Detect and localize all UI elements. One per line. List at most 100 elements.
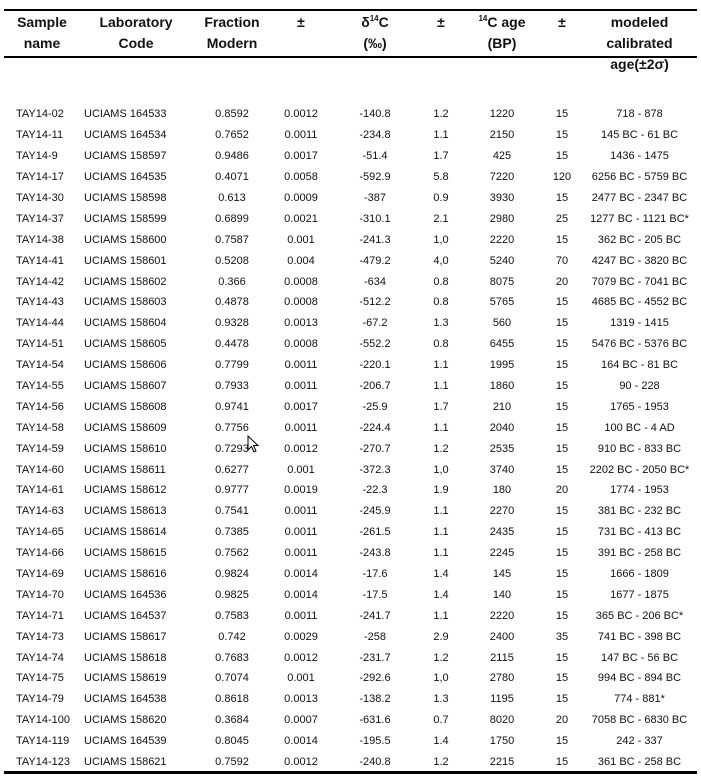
cell-fm-error: 0.0012	[284, 756, 318, 769]
cell-delta-error: 2.9	[433, 630, 449, 643]
table-row: TAY14-17 UCIAMS 164535 0.4071 0.0058 -592.9 5…	[0, 167, 701, 188]
cell-age-error: 15	[555, 756, 569, 769]
cell-fm-error: 0.0012	[284, 108, 318, 121]
table-row: TAY14-9 UCIAMS 158597 0.9486 0.0017 -51.4 1.7…	[0, 146, 701, 167]
cell-c14-age: 7220	[489, 171, 515, 184]
cell-delta14c: -387	[363, 192, 387, 204]
cell-lab-code: UCIAMS 158614	[84, 526, 167, 539]
table-row: TAY14-63 UCIAMS 158613 0.7541 0.0011 -245.9 1…	[0, 501, 701, 522]
cell-delta14c: -17.5	[362, 588, 388, 601]
cell-delta-error: 2.1	[433, 212, 449, 225]
cell-fraction-modern: 0.6899	[215, 212, 249, 225]
cell-delta-error: 0.8	[433, 338, 449, 351]
cell-lab-code: UCIAMS 164533	[84, 108, 167, 121]
cell-lab-code: UCIAMS 164535	[84, 171, 167, 184]
cell-delta14c: -243.8	[359, 547, 391, 560]
cell-c14-age: 1860	[489, 380, 515, 393]
cell-delta-error: 0.7	[433, 714, 449, 727]
cell-fm-error: 0.0011	[284, 526, 318, 539]
cell-fm-error: 0.0008	[284, 275, 318, 288]
table-row: TAY14-59 UCIAMS 158610 0.7293 0.0012 -270.7 1…	[0, 438, 701, 459]
cell-delta14c: -22.3	[362, 484, 388, 497]
cell-fm-error: 0.0012	[284, 651, 318, 664]
cell-sample-name: TAY14-42	[16, 275, 64, 288]
cell-age-error: 15	[555, 442, 569, 455]
cell-delta14c: -310.1	[359, 212, 391, 225]
cell-age-error: 25	[555, 212, 569, 225]
cell-calibrated-age: 994 BC - 894 BC	[597, 672, 682, 685]
cell-fm-error: 0.001	[287, 233, 315, 246]
table-header: Sample name Laboratory Code Fraction Modern…	[0, 12, 701, 75]
cell-sample-name: TAY14-43	[16, 296, 64, 309]
cell-delta14c: -51.4	[362, 150, 388, 163]
cell-fm-error: 0.001	[287, 672, 315, 685]
cell-c14-age: 2535	[489, 442, 515, 455]
cell-fraction-modern: 0.7587	[215, 233, 249, 246]
mouse-pointer-icon	[247, 435, 260, 453]
cell-calibrated-age: 910 BC - 833 BC	[597, 442, 682, 455]
cell-fm-error: 0.0008	[284, 338, 318, 351]
cell-c14-age: 8075	[489, 275, 515, 288]
cell-fm-error: 0.0029	[284, 630, 318, 643]
cell-delta-error: 1.2	[433, 756, 449, 769]
cell-c14-age: 1750	[489, 735, 515, 748]
cell-calibrated-age: 7079 BC - 7041 BC	[591, 275, 688, 288]
cell-fraction-modern: 0.7799	[215, 359, 249, 372]
cell-lab-code: UCIAMS 158610	[84, 442, 167, 455]
cell-delta-error: 1.1	[433, 526, 449, 539]
table-row: TAY14-123 UCIAMS 158621 0.7592 0.0012 -240.8…	[0, 752, 701, 773]
cell-sample-name: TAY14-70	[16, 588, 64, 601]
cell-age-error: 15	[555, 421, 569, 434]
header-sample-name: Sample name	[17, 14, 67, 51]
table-row: TAY14-61 UCIAMS 158612 0.9777 0.0019 -22.3 1.…	[0, 480, 701, 501]
cell-fraction-modern: 0.742	[218, 630, 246, 643]
cell-fraction-modern: 0.9328	[215, 317, 249, 330]
cell-delta-error: 1.2	[433, 108, 449, 121]
top-rule	[4, 9, 697, 11]
cell-calibrated-age: 361 BC - 258 BC	[597, 756, 682, 769]
cell-delta14c: -631.6	[359, 714, 391, 727]
cell-calibrated-age: 2477 BC - 2347 BC	[591, 192, 688, 204]
cell-lab-code: UCIAMS 158605	[84, 338, 167, 351]
cell-c14-age: 2215	[489, 756, 515, 769]
cell-delta14c: -138.2	[359, 693, 391, 706]
cell-age-error: 15	[555, 547, 569, 560]
cell-sample-name: TAY14-119	[16, 735, 70, 748]
cell-age-error: 15	[555, 505, 569, 518]
cell-delta-error: 0.8	[433, 275, 449, 288]
cell-fraction-modern: 0.8592	[215, 108, 249, 121]
cell-fraction-modern: 0.9777	[215, 484, 249, 497]
cell-lab-code: UCIAMS 158598	[84, 192, 167, 204]
cell-delta-error: 1.4	[433, 588, 449, 601]
cell-fm-error: 0.0011	[284, 421, 318, 434]
cell-c14-age: 1195	[490, 693, 514, 706]
cell-delta-error: 0.8	[433, 296, 449, 309]
cell-fm-error: 0.0013	[284, 317, 318, 330]
cell-fm-error: 0.0011	[284, 505, 318, 518]
cell-lab-code: UCIAMS 158611	[84, 463, 166, 476]
cell-delta14c: -258	[363, 630, 387, 643]
cell-c14-age: 2115	[490, 651, 514, 664]
cell-delta14c: -241.7	[359, 609, 391, 622]
cell-fraction-modern: 0.9825	[215, 588, 249, 601]
cell-fm-error: 0.004	[287, 254, 315, 267]
cell-age-error: 15	[555, 672, 569, 685]
cell-lab-code: UCIAMS 158618	[84, 651, 167, 664]
cell-delta-error: 1.9	[433, 484, 449, 497]
cell-sample-name: TAY14-58	[16, 421, 64, 434]
cell-fraction-modern: 0.3684	[215, 714, 249, 727]
cell-c14-age: 5240	[489, 254, 515, 267]
cell-calibrated-age: 6256 BC - 5759 BC	[591, 171, 688, 184]
cell-fraction-modern: 0.6277	[215, 463, 249, 476]
cell-fm-error: 0.0012	[284, 442, 318, 455]
cell-fm-error: 0.0013	[284, 693, 318, 706]
data-table: TAY14-02 UCIAMS 164533 0.8592 0.0012 -140.8 1…	[0, 104, 701, 773]
cell-delta-error: 1.7	[433, 400, 449, 413]
cell-c14-age: 140	[492, 588, 512, 601]
cell-calibrated-age: 1436 - 1475	[610, 150, 669, 163]
cell-sample-name: TAY14-123	[16, 756, 71, 769]
header-rule	[4, 56, 697, 58]
table-row: TAY14-56 UCIAMS 158608 0.9741 0.0017 -25.9 1.…	[0, 396, 701, 417]
cell-age-error: 15	[555, 296, 569, 309]
cell-c14-age: 8020	[489, 714, 515, 727]
